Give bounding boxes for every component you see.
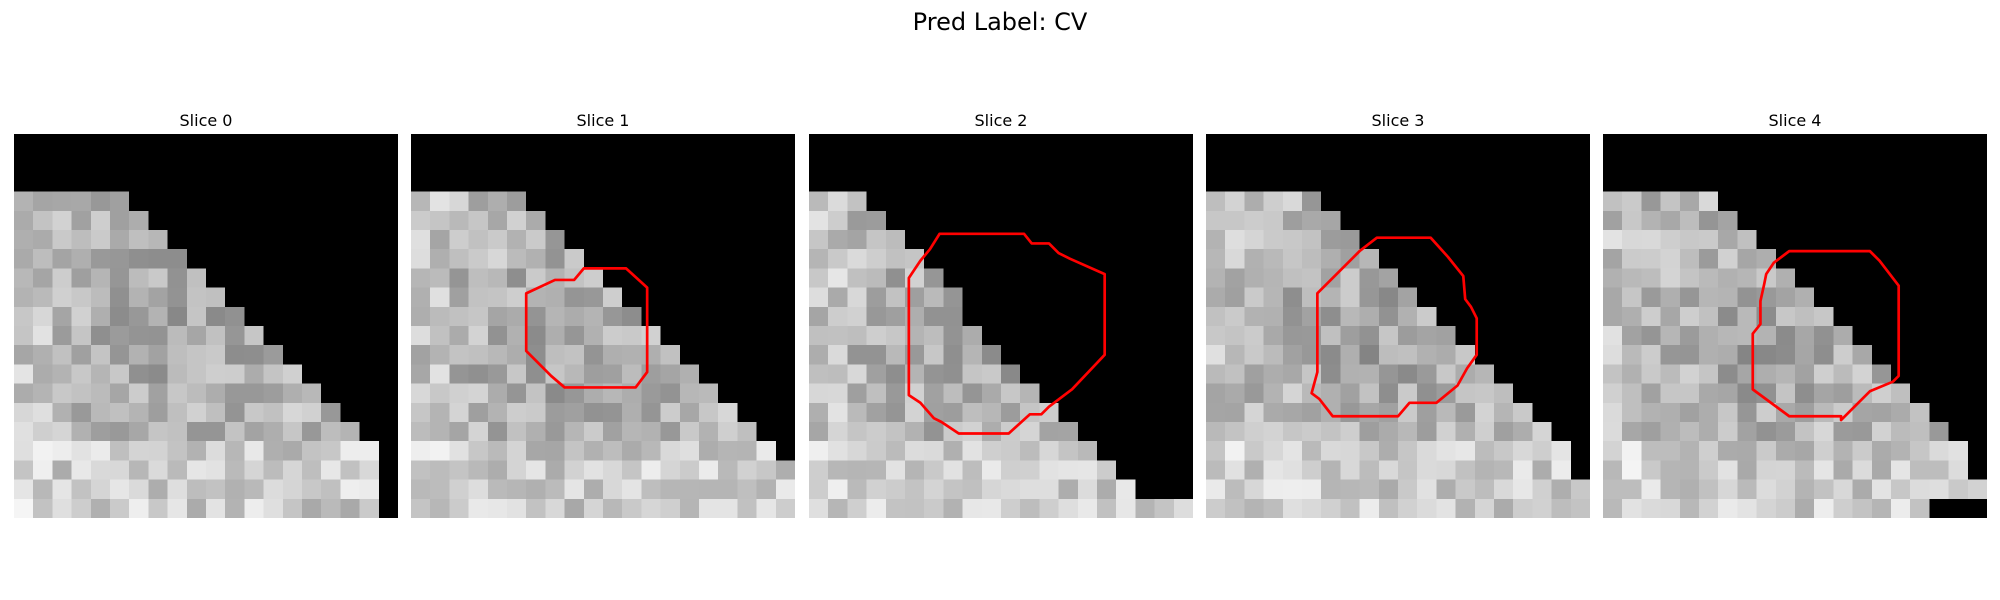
slice-image-4 (1603, 134, 1987, 518)
lesion-contour-3 (1310, 236, 1479, 418)
slice-pixels-2 (809, 134, 1193, 518)
slice-title-4: Slice 4 (1768, 111, 1822, 130)
slice-image-2 (809, 134, 1193, 518)
slice-panel-1: Slice 1 (411, 108, 795, 518)
slice-title-1: Slice 1 (576, 111, 630, 130)
slice-pixels-0 (14, 134, 398, 518)
contour-overlay-3 (1310, 236, 1479, 418)
contour-overlay-0 (14, 134, 398, 518)
slice-image-3 (1206, 134, 1590, 518)
slice-pixels-1 (411, 134, 795, 518)
slice-image-0 (14, 134, 398, 518)
slice-panel-2: Slice 2 (809, 108, 1193, 518)
slice-title-3: Slice 3 (1371, 111, 1425, 130)
slice-panel-3: Slice 3 (1206, 108, 1590, 518)
contour-overlay-4 (1751, 249, 1901, 422)
lesion-contour-4 (1751, 249, 1901, 422)
slice-title-0: Slice 0 (179, 111, 233, 130)
slice-panel-4: Slice 4 (1603, 108, 1987, 518)
slice-title-2: Slice 2 (974, 111, 1028, 130)
slice-pixels-3 (1206, 134, 1590, 518)
slice-image-1 (411, 134, 795, 518)
lesion-contour-2 (907, 232, 1107, 435)
contour-overlay-1 (524, 267, 649, 389)
slice-panel-0: Slice 0 (14, 108, 398, 518)
figure-title: Pred Label: CV (912, 8, 1088, 36)
lesion-contour-1 (524, 267, 649, 389)
slice-pixels-4 (1603, 134, 1987, 518)
contour-overlay-2 (907, 232, 1107, 435)
